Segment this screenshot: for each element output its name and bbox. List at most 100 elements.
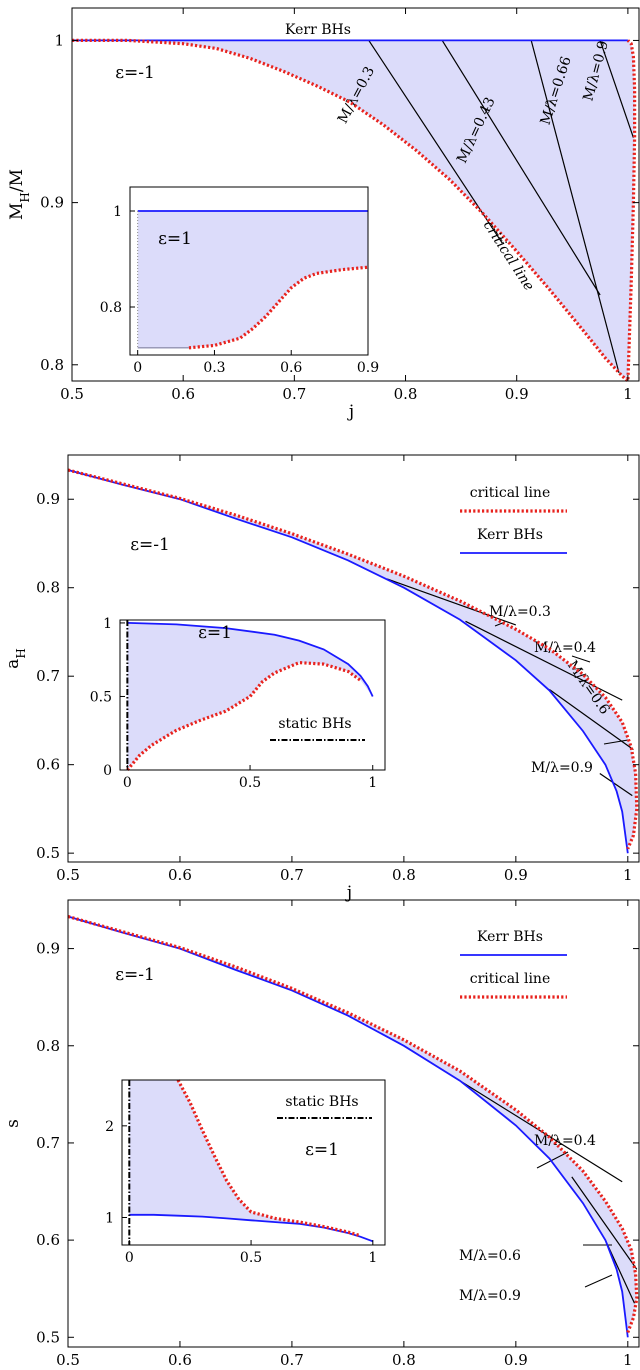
inset-epsilon-label: ε=1 bbox=[198, 623, 232, 643]
inset-y-tick-label: 1 bbox=[105, 1211, 114, 1227]
plot-frame bbox=[71, 7, 640, 382]
x-axis-label: j bbox=[345, 1368, 352, 1370]
y-tick-label: 0.9 bbox=[36, 490, 60, 508]
x-tick-label: 0.9 bbox=[505, 385, 529, 403]
x-tick-label: 0.6 bbox=[171, 385, 195, 403]
x-tick-label: 0.5 bbox=[56, 866, 80, 884]
epsilon-label: ε=-1 bbox=[115, 63, 155, 83]
inner-line bbox=[441, 40, 601, 296]
inset-y-tick-label: 2 bbox=[105, 1119, 114, 1135]
plot-frame bbox=[67, 454, 640, 863]
y-axis-label: s bbox=[3, 1119, 23, 1128]
inner-line bbox=[549, 689, 634, 751]
inset-frame bbox=[119, 619, 386, 771]
inner-line-label: M/λ=0.4 bbox=[534, 640, 596, 656]
x-tick-label: 0.7 bbox=[282, 385, 306, 403]
y-tick-label: 0.6 bbox=[36, 756, 60, 774]
x-tick-label: 0.8 bbox=[394, 385, 418, 403]
inset-kerr-line bbox=[129, 1213, 374, 1243]
x-axis-label: j bbox=[345, 883, 352, 903]
inset-x-tick-label: 0.9 bbox=[357, 360, 379, 376]
x-tick-label: 0.7 bbox=[280, 1351, 304, 1369]
inner-line bbox=[465, 620, 623, 701]
y-tick-label: 0.7 bbox=[36, 667, 60, 685]
inset-shaded-region bbox=[127, 622, 373, 770]
x-axis-label: j bbox=[347, 402, 354, 422]
inset-y-tick-label: 0 bbox=[103, 763, 112, 779]
inset-epsilon-label: ε=1 bbox=[305, 1140, 339, 1160]
inset-frame bbox=[129, 186, 369, 356]
inset-x-tick-label: 0 bbox=[125, 1250, 134, 1266]
inner-line-label: M/λ=0.6 bbox=[459, 1248, 521, 1264]
y-axis-label: MH/M bbox=[7, 169, 32, 220]
inset-critical-line bbox=[176, 1079, 362, 1238]
x-tick-label: 0.6 bbox=[168, 866, 192, 884]
critical-line bbox=[67, 468, 639, 850]
shaded-region bbox=[68, 916, 637, 1338]
x-tick-label: 0.7 bbox=[280, 866, 304, 884]
legend-label: critical line bbox=[470, 485, 551, 501]
x-tick-label: 1 bbox=[623, 385, 633, 403]
critical-line bbox=[67, 914, 639, 1333]
legend-label: Kerr BHs bbox=[477, 929, 543, 945]
epsilon-label: ε=-1 bbox=[130, 535, 170, 555]
x-tick-label: 0.9 bbox=[504, 866, 528, 884]
inset-x-tick-label: 0.5 bbox=[239, 775, 261, 791]
inset-legend-label: static BHs bbox=[285, 1094, 358, 1110]
inset-x-tick-label: 0.5 bbox=[240, 1250, 262, 1266]
inset-shaded-region bbox=[129, 1080, 373, 1242]
inset-y-tick-label: 0.8 bbox=[100, 300, 122, 316]
plot-frame bbox=[67, 899, 640, 1348]
y-tick-label: 0.5 bbox=[36, 1328, 60, 1346]
kerr-line bbox=[67, 469, 629, 854]
inset-epsilon-label: ε=1 bbox=[158, 229, 192, 249]
y-tick-label: 0.8 bbox=[36, 579, 60, 597]
inset-critical-line bbox=[126, 660, 362, 772]
inset-y-tick-label: 1 bbox=[103, 616, 112, 632]
inner-line bbox=[571, 1176, 638, 1270]
label-arrow bbox=[603, 739, 629, 745]
y-tick-label: 1 bbox=[54, 31, 64, 49]
y-axis-label: aH bbox=[3, 648, 28, 669]
inset-x-tick-label: 0 bbox=[133, 360, 142, 376]
epsilon-label: ε=-1 bbox=[115, 965, 155, 985]
x-tick-label: 0.8 bbox=[392, 1351, 416, 1369]
inset-x-tick-label: 1 bbox=[368, 775, 377, 791]
panel-bottom: M/λ=0.4 M/λ=0.6 M/λ=0.9 0.5 0.6 0.7 0.8 0.9 1 0.5… bbox=[3, 899, 640, 1370]
label-arrow bbox=[584, 1274, 613, 1288]
inset-y-tick-label: 1 bbox=[113, 204, 122, 220]
shaded-region bbox=[72, 40, 635, 382]
inner-line bbox=[599, 773, 633, 797]
x-tick-label: 1 bbox=[623, 1351, 633, 1369]
y-tick-label: 0.7 bbox=[36, 1134, 60, 1152]
inner-line bbox=[386, 578, 517, 626]
label-arrow bbox=[536, 1151, 569, 1169]
label-arrow bbox=[571, 655, 591, 663]
inset-frame bbox=[121, 1079, 386, 1246]
kerr-label: Kerr BHs bbox=[285, 22, 351, 38]
inset-x-tick-label: 0 bbox=[123, 775, 132, 791]
inner-line-label: M/λ=0.9 bbox=[459, 1288, 521, 1304]
inner-line bbox=[599, 40, 634, 138]
y-tick-label: 0.9 bbox=[36, 940, 60, 958]
inset-x-tick-label: 0.6 bbox=[280, 360, 302, 376]
x-tick-label: 0.9 bbox=[504, 1351, 528, 1369]
x-tick-label: 0.5 bbox=[60, 385, 84, 403]
inset-legend-label: static BHs bbox=[278, 716, 351, 732]
panel-middle: M/λ=0.3M/λ=0.4M/λ=0.6M/λ=0.90.5 0.6 0.7 0.8… bbox=[3, 454, 640, 903]
y-tick-label: 0.5 bbox=[36, 844, 60, 862]
inner-line-label: M/λ=0.4 bbox=[534, 1133, 596, 1149]
x-tick-label: 0.8 bbox=[392, 866, 416, 884]
shaded-region bbox=[68, 470, 637, 854]
legend-label: Kerr BHs bbox=[477, 527, 543, 543]
y-tick-label: 0.6 bbox=[36, 1231, 60, 1249]
inset-y-tick-label: 0.5 bbox=[90, 689, 112, 705]
panel-top: M/λ=0.3 M/λ=0.43M/λ=0.66 M/λ=0.90.5 0.6 0.7 0… bbox=[7, 7, 640, 422]
x-tick-label: 1 bbox=[623, 866, 633, 884]
x-tick-label: 0.6 bbox=[168, 1351, 192, 1369]
inset-shaded-region bbox=[137, 211, 368, 348]
inset-x-tick-label: 0.3 bbox=[203, 360, 225, 376]
inset-kerr-line bbox=[127, 622, 374, 697]
inner-line-label: M/λ=0.3 bbox=[489, 604, 551, 620]
